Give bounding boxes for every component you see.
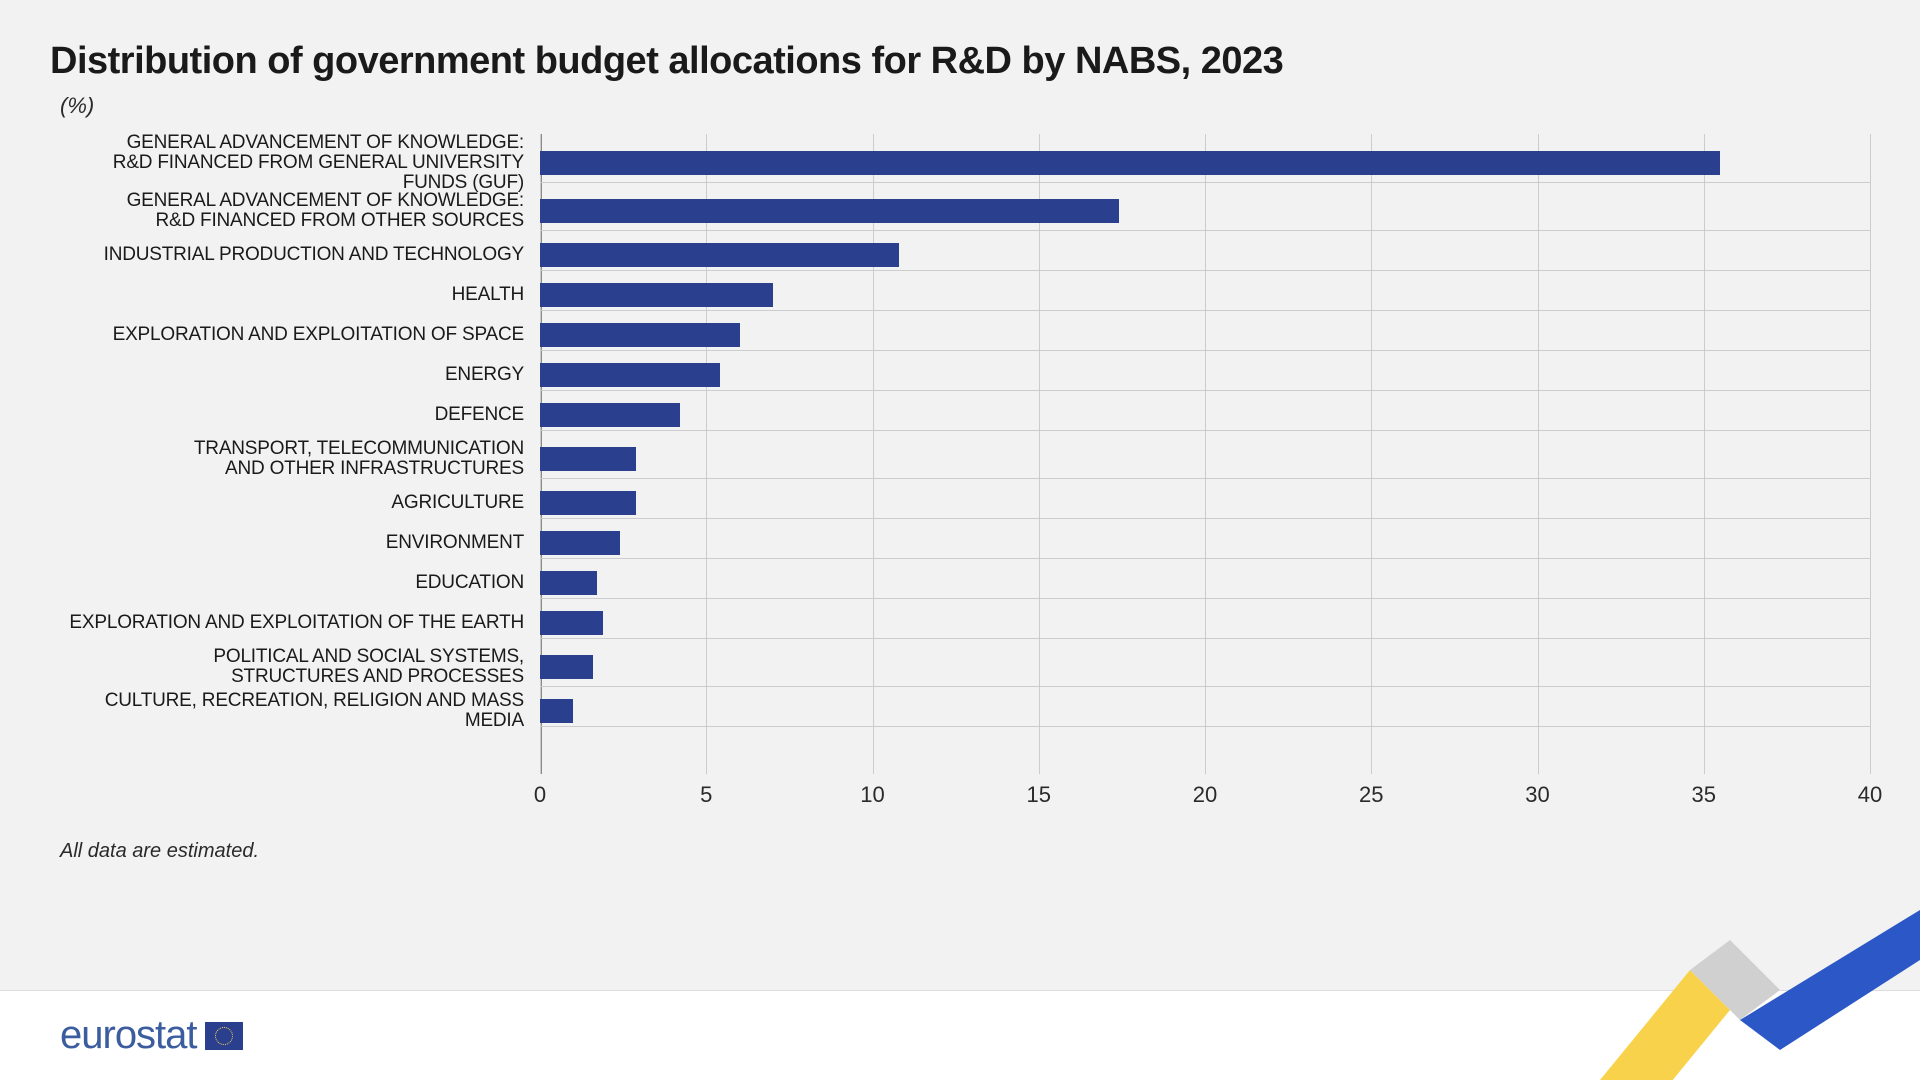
category-label: POLITICAL AND SOCIAL SYSTEMS,STRUCTURES …: [60, 647, 538, 687]
bar: [540, 611, 603, 635]
row-gridline: [540, 270, 1870, 271]
plot-area: 0 5 10 15 20 25 30 35 40 GENERAL ADVANCEMENT OF …: [60, 134, 1880, 814]
unit-label: (%): [60, 93, 1870, 119]
footnote: All data are estimated.: [60, 840, 259, 863]
category-label: HEALTH: [60, 285, 538, 305]
category-label: INDUSTRIAL PRODUCTION AND TECHNOLOGY: [60, 245, 538, 265]
category-label: ENVIRONMENT: [60, 533, 538, 553]
x-tick-label: 10: [860, 782, 884, 808]
bar: [540, 151, 1720, 175]
bar-row: POLITICAL AND SOCIAL SYSTEMS,STRUCTURES …: [60, 643, 1880, 691]
x-tick-label: 5: [700, 782, 712, 808]
row-gridline: [540, 390, 1870, 391]
bar-row: EDUCATION: [60, 563, 1880, 603]
row-gridline: [540, 598, 1870, 599]
chart-container: Distribution of government budget alloca…: [0, 0, 1920, 814]
row-gridline: [540, 350, 1870, 351]
x-tick-label: 25: [1359, 782, 1383, 808]
row-gridline: [540, 182, 1870, 183]
category-label: EXPLORATION AND EXPLOITATION OF THE EART…: [60, 613, 538, 633]
row-gridline: [540, 478, 1870, 479]
bar-row: HEALTH: [60, 275, 1880, 315]
row-gridline: [540, 726, 1870, 727]
row-gridline: [540, 686, 1870, 687]
bar-track: [538, 151, 1868, 175]
eu-flag-icon: [205, 1022, 243, 1050]
bar-track: [538, 447, 1868, 471]
bar-track: [538, 243, 1868, 267]
bar: [540, 491, 636, 515]
category-label: GENERAL ADVANCEMENT OF KNOWLEDGE:R&D FIN…: [60, 133, 538, 193]
category-label: AGRICULTURE: [60, 493, 538, 513]
bar: [540, 283, 773, 307]
chart-title: Distribution of government budget alloca…: [50, 40, 1870, 83]
bar-track: [538, 363, 1868, 387]
x-tick-label: 0: [534, 782, 546, 808]
bar: [540, 655, 593, 679]
row-gridline: [540, 638, 1870, 639]
x-tick-label: 35: [1692, 782, 1716, 808]
bar: [540, 699, 573, 723]
row-gridline: [540, 430, 1870, 431]
eurostat-logo-text: eurostat: [60, 1013, 197, 1058]
bar-track: [538, 531, 1868, 555]
bar-row: ENVIRONMENT: [60, 523, 1880, 563]
bar-track: [538, 199, 1868, 223]
row-gridline: [540, 230, 1870, 231]
bar-row: AGRICULTURE: [60, 483, 1880, 523]
category-label: ENERGY: [60, 365, 538, 385]
footer-bar: eurostat: [0, 990, 1920, 1080]
category-label: CULTURE, RECREATION, RELIGION AND MASS M…: [60, 691, 538, 731]
bar-track: [538, 323, 1868, 347]
category-label: EXPLORATION AND EXPLOITATION OF SPACE: [60, 325, 538, 345]
bar: [540, 403, 680, 427]
bar-row: INDUSTRIAL PRODUCTION AND TECHNOLOGY: [60, 235, 1880, 275]
bar-row: GENERAL ADVANCEMENT OF KNOWLEDGE:R&D FIN…: [60, 187, 1880, 235]
category-label: GENERAL ADVANCEMENT OF KNOWLEDGE:R&D FIN…: [60, 191, 538, 231]
bar-row: DEFENCE: [60, 395, 1880, 435]
row-gridline: [540, 518, 1870, 519]
category-label: EDUCATION: [60, 573, 538, 593]
x-tick-label: 40: [1858, 782, 1882, 808]
x-tick-label: 15: [1027, 782, 1051, 808]
bar-row: CULTURE, RECREATION, RELIGION AND MASS M…: [60, 691, 1880, 731]
x-tick-label: 30: [1525, 782, 1549, 808]
bar: [540, 243, 899, 267]
bar-track: [538, 655, 1868, 679]
category-label: DEFENCE: [60, 405, 538, 425]
bar-track: [538, 571, 1868, 595]
bar: [540, 571, 597, 595]
bar-row: GENERAL ADVANCEMENT OF KNOWLEDGE:R&D FIN…: [60, 139, 1880, 187]
bar: [540, 323, 740, 347]
bar: [540, 447, 636, 471]
row-gridline: [540, 310, 1870, 311]
bar-track: [538, 491, 1868, 515]
bar-row: EXPLORATION AND EXPLOITATION OF THE EART…: [60, 603, 1880, 643]
bar-track: [538, 699, 1868, 723]
bar-track: [538, 611, 1868, 635]
x-tick-label: 20: [1193, 782, 1217, 808]
category-label: TRANSPORT, TELECOMMUNICATIONAND OTHER IN…: [60, 439, 538, 479]
bar: [540, 363, 720, 387]
bar-row: EXPLORATION AND EXPLOITATION OF SPACE: [60, 315, 1880, 355]
bar-track: [538, 283, 1868, 307]
bar-row: TRANSPORT, TELECOMMUNICATIONAND OTHER IN…: [60, 435, 1880, 483]
eurostat-logo: eurostat: [60, 1013, 243, 1058]
bar: [540, 199, 1119, 223]
row-gridline: [540, 558, 1870, 559]
bar-row: ENERGY: [60, 355, 1880, 395]
bar-track: [538, 403, 1868, 427]
bar: [540, 531, 620, 555]
